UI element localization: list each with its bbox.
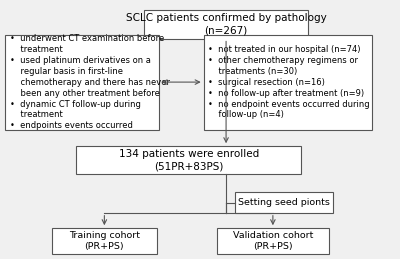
FancyBboxPatch shape xyxy=(217,228,329,254)
Text: •  underwent CT examination before
    treatment
•  used platinum derivatives on: • underwent CT examination before treatm… xyxy=(10,34,170,131)
Text: Validation cohort
(PR+PS): Validation cohort (PR+PS) xyxy=(233,231,313,251)
Text: SCLC patients confirmed by pathology
(n=267): SCLC patients confirmed by pathology (n=… xyxy=(126,13,326,36)
FancyBboxPatch shape xyxy=(236,192,333,213)
Text: 134 patients were enrolled
(51PR+83PS): 134 patients were enrolled (51PR+83PS) xyxy=(118,149,259,171)
FancyBboxPatch shape xyxy=(204,35,372,130)
FancyBboxPatch shape xyxy=(76,146,301,174)
FancyBboxPatch shape xyxy=(52,228,157,254)
Text: •  not treated in our hospital (n=74)
•  other chemotherapy regimens or
    trea: • not treated in our hospital (n=74) • o… xyxy=(208,45,370,119)
FancyBboxPatch shape xyxy=(5,35,159,130)
Text: Training cohort
(PR+PS): Training cohort (PR+PS) xyxy=(69,231,140,251)
Text: Setting seed pionts: Setting seed pionts xyxy=(238,198,330,207)
FancyBboxPatch shape xyxy=(144,10,308,39)
